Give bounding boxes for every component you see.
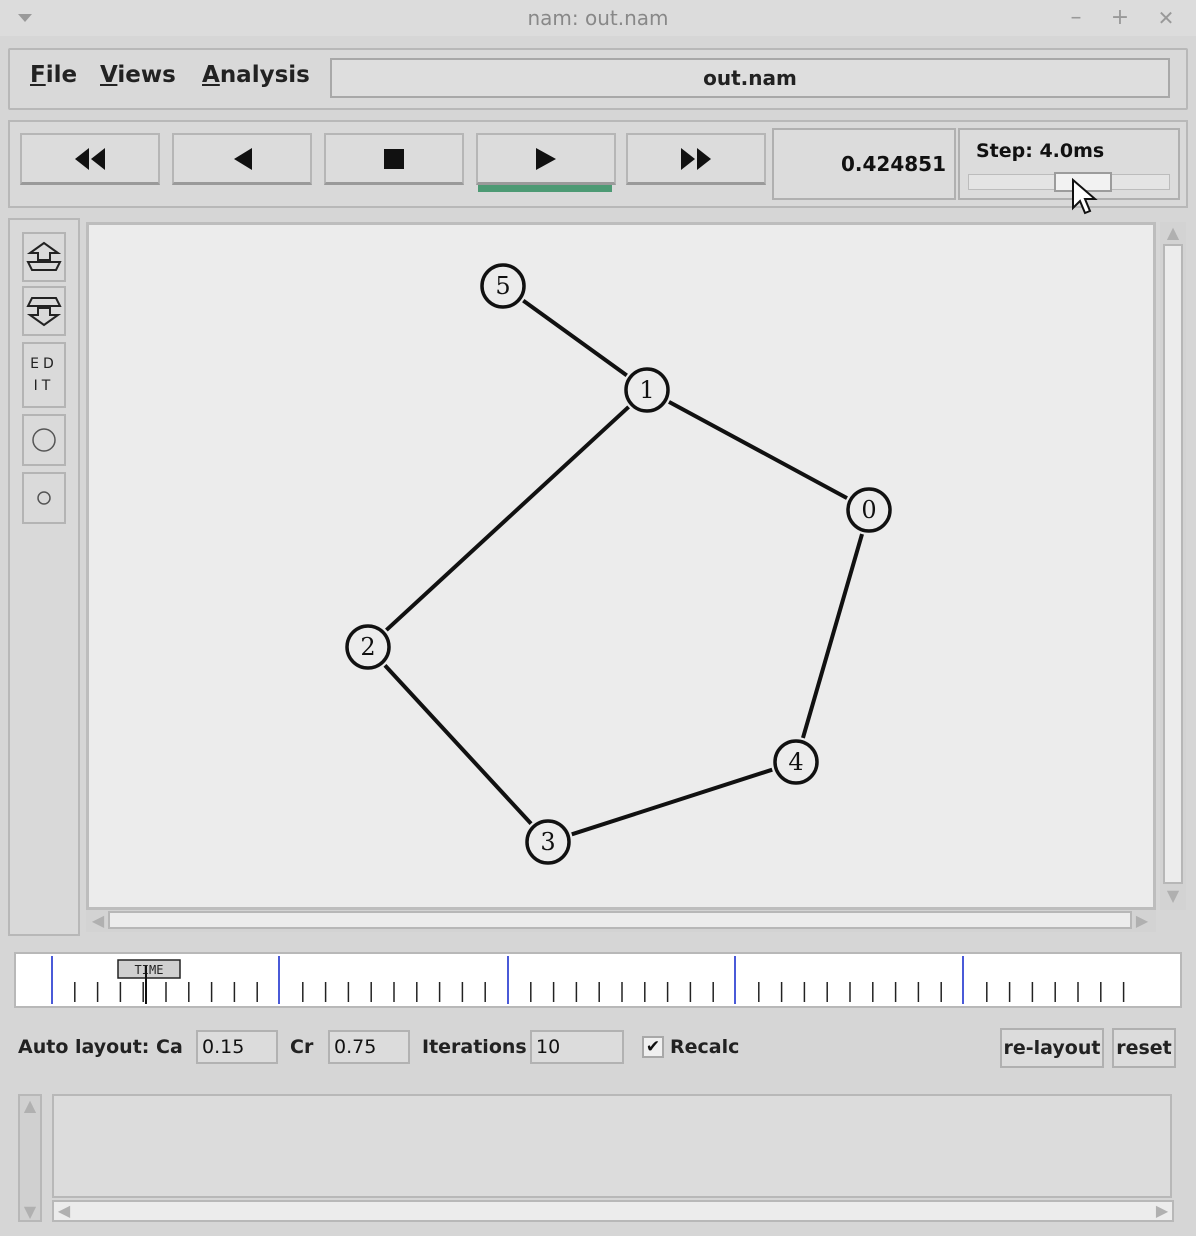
menu-file[interactable]: File (30, 62, 77, 88)
zoom-in-button[interactable] (22, 232, 66, 282)
window-menu-icon[interactable] (14, 8, 36, 28)
links (383, 299, 864, 837)
step-label: Step: 4.0ms (976, 140, 1105, 162)
zoom-out-icon (26, 297, 62, 327)
edit-button[interactable]: ED IT (22, 342, 66, 408)
link-0-4[interactable] (801, 533, 864, 739)
annotation-horizontal-scrollbar[interactable] (52, 1200, 1174, 1222)
cr-input[interactable] (328, 1030, 410, 1064)
timeline-tick-group (51, 956, 1125, 1004)
timeline-ticks: TIME (51, 956, 1125, 1004)
ca-label: Ca (156, 1036, 183, 1058)
maximize-button[interactable]: + (1110, 5, 1130, 30)
iterations-input[interactable] (530, 1030, 624, 1064)
rewind-button[interactable] (172, 133, 312, 185)
auto-layout-label: Auto layout: (18, 1036, 150, 1058)
menu-views-label: iews (117, 62, 176, 88)
node-2[interactable]: 2 (345, 624, 391, 670)
circle-large-icon (32, 428, 56, 452)
time-display: 0.424851 (772, 128, 956, 200)
fast-rewind-button[interactable] (20, 133, 160, 185)
link-1-2[interactable] (385, 405, 630, 632)
zoom-in-icon (26, 241, 62, 271)
node-label: 0 (861, 496, 876, 524)
recalc-label: Recalc (670, 1036, 740, 1058)
annotation-scroll-right-icon[interactable]: ▶ (1155, 1201, 1169, 1220)
scroll-right-arrow-icon[interactable]: ▶ (1135, 911, 1149, 930)
node-label: 4 (788, 748, 803, 776)
node-label: 1 (639, 376, 654, 404)
time-marker-label: TIME (135, 963, 164, 977)
menu-file-mnemonic: F (30, 62, 46, 88)
node-label: 5 (495, 272, 510, 300)
stop-icon (384, 148, 404, 169)
link-1-0[interactable] (668, 400, 848, 500)
node-0[interactable]: 0 (846, 487, 892, 533)
time-marker[interactable]: TIME (117, 959, 181, 1004)
scroll-left-arrow-icon[interactable]: ◀ (91, 911, 105, 930)
window-title: nam: out.nam (527, 6, 669, 30)
annotation-vertical-scrollbar[interactable] (18, 1094, 42, 1222)
scroll-up-arrow-icon[interactable]: ▲ (1166, 223, 1180, 242)
title-bar (0, 0, 1196, 36)
close-button[interactable]: ✕ (1157, 6, 1175, 30)
annotation-text-area[interactable] (52, 1094, 1172, 1198)
node-label: 3 (540, 828, 555, 856)
node-4[interactable]: 4 (773, 739, 819, 785)
node-label: 2 (360, 633, 375, 661)
menu-views-mnemonic: V (100, 62, 118, 88)
scroll-down-arrow-icon[interactable]: ▼ (1166, 886, 1180, 905)
relayout-button[interactable]: re-layout (1000, 1028, 1104, 1068)
small-node-button[interactable] (22, 472, 66, 524)
link-3-4[interactable] (571, 767, 773, 837)
stop-button[interactable] (324, 133, 464, 185)
network-canvas[interactable] (86, 222, 1156, 910)
edit-label: ED IT (30, 353, 58, 397)
cr-label: Cr (290, 1036, 314, 1058)
play-active-indicator (478, 185, 612, 192)
circle-small-icon (37, 491, 51, 505)
play-button[interactable] (476, 133, 616, 185)
link-2-3[interactable] (383, 664, 533, 825)
checkmark-icon: ✔ (645, 1037, 661, 1057)
annotation-scroll-down-icon[interactable]: ▼ (23, 1202, 37, 1221)
annotation-scroll-left-icon[interactable]: ◀ (57, 1201, 71, 1220)
link-5-1[interactable] (522, 299, 628, 377)
large-node-button[interactable] (22, 414, 66, 466)
menu-analysis-mnemonic: A (202, 62, 220, 88)
node-5[interactable]: 5 (480, 263, 526, 309)
fast-forward-button[interactable] (626, 133, 766, 185)
network-graph: 5 1 0 2 4 3 (345, 263, 892, 865)
fast-rewind-icon (75, 147, 105, 170)
menu-analysis[interactable]: Analysis (202, 62, 310, 88)
menu-views[interactable]: Views (100, 62, 176, 88)
minimize-button[interactable]: – (1070, 5, 1082, 30)
recalc-checkbox[interactable]: ✔ (642, 1036, 664, 1058)
node-3[interactable]: 3 (525, 819, 571, 865)
edit-label-text: ED IT (30, 356, 58, 394)
iterations-label: Iterations (422, 1036, 527, 1058)
ca-input[interactable] (196, 1030, 278, 1064)
node-1[interactable]: 1 (624, 367, 670, 413)
canvas-vertical-scroll-thumb[interactable] (1163, 244, 1183, 884)
nodes: 5 1 0 2 4 3 (345, 263, 892, 865)
zoom-out-button[interactable] (22, 286, 66, 336)
play-icon (536, 147, 556, 170)
fast-forward-icon (681, 147, 711, 170)
menu-analysis-label: nalysis (219, 62, 310, 88)
mouse-pointer-icon (1070, 177, 1102, 218)
tool-strip (8, 218, 80, 936)
filename-display: out.nam (330, 58, 1170, 98)
menu-file-label: ile (45, 62, 78, 88)
canvas-horizontal-scroll-thumb[interactable] (108, 911, 1132, 929)
reset-button[interactable]: reset (1112, 1028, 1176, 1068)
rewind-icon (234, 147, 252, 170)
annotation-scroll-up-icon[interactable]: ▲ (23, 1096, 37, 1115)
